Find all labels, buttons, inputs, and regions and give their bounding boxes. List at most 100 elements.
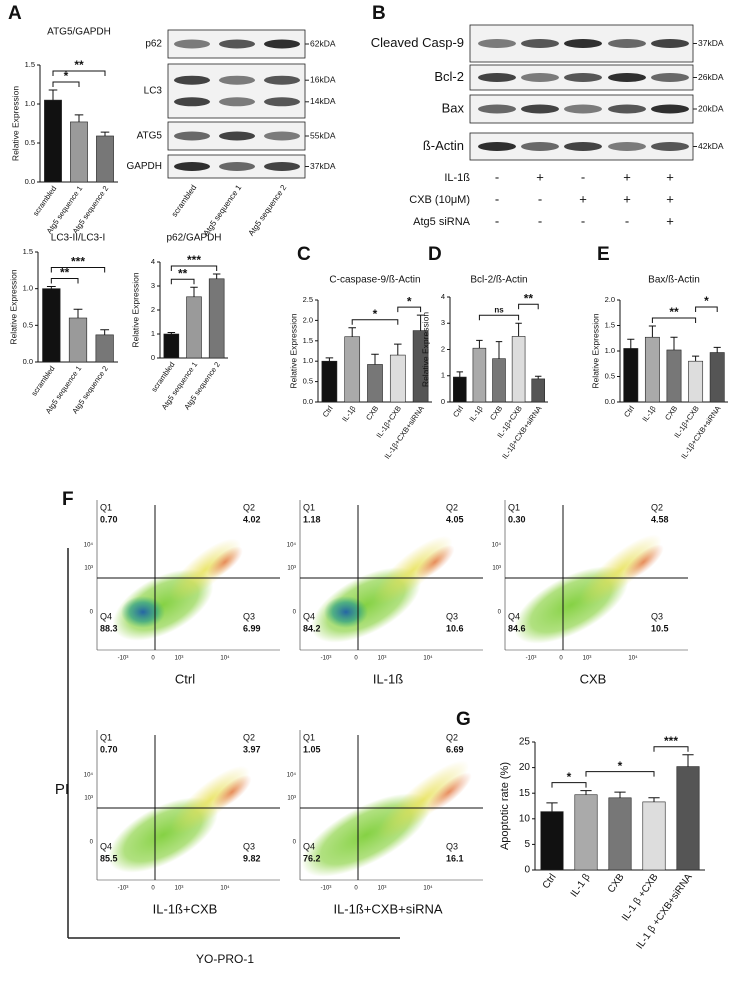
blot-band	[174, 39, 210, 49]
y-tick-label: 0.0	[605, 397, 615, 406]
marker-label: 62kDA	[310, 38, 336, 48]
flow-panel: 10⁴ 10³ 0 -10³ 0 10³ 10⁴ Q1 0.30 Q2 4.58 Q4 84.6 Q3 10…	[492, 500, 688, 686]
panel-letter: G	[456, 709, 471, 730]
quadrant-name: Q2	[651, 502, 663, 512]
significance-label: *	[704, 294, 709, 308]
flow-y-tick: 0	[498, 610, 502, 616]
significance-bracket	[518, 303, 539, 310]
blot-band	[521, 39, 559, 48]
bar	[642, 801, 666, 871]
blot-band	[608, 39, 646, 48]
quadrant-value: 85.5	[100, 853, 118, 863]
flow-x-tick: -10³	[321, 656, 332, 662]
error-bar	[46, 285, 56, 289]
quadrant-name: Q1	[303, 732, 315, 742]
bar	[608, 797, 632, 871]
flow-x-tick: 10⁴	[220, 885, 230, 892]
bar	[676, 766, 700, 871]
quadrant-value: 6.99	[243, 623, 261, 633]
quadrant-name: Q1	[100, 502, 112, 512]
y-tick-label: 1.0	[303, 356, 313, 365]
y-tick-label: 2	[441, 344, 445, 353]
quadrant-value: 4.05	[446, 514, 464, 524]
bar	[44, 99, 62, 183]
error-bar	[692, 355, 700, 362]
flow-x-tick: 10³	[175, 886, 184, 892]
treatment-label: CXB (10μM)	[409, 194, 470, 206]
x-tick-label: IL-1 β	[569, 872, 593, 900]
significance-label: ns	[494, 305, 504, 314]
x-tick-label: CXB	[606, 872, 627, 895]
marker-label: 55kDA	[310, 130, 336, 140]
error-bar	[648, 325, 656, 338]
error-bar	[670, 336, 678, 350]
lane-label: Atg5 sequence 2	[247, 183, 289, 238]
y-tick-label: 0	[524, 865, 530, 876]
flow-panel-name: Ctrl	[175, 671, 195, 686]
flow-panel: 10⁴ 10³ 0 -10³ 0 10³ 10⁴ Q1 0.70 Q2 4.02 Q4 88.3 Q3 6.…	[84, 500, 280, 686]
quadrant-name: Q1	[508, 502, 520, 512]
blot-band	[264, 162, 300, 171]
lane-label: Atg5 sequence 1	[202, 183, 244, 238]
error-bar	[167, 332, 176, 334]
error-bar	[371, 353, 379, 365]
flow-y-tick: 0	[293, 610, 297, 616]
quadrant-name: Q2	[243, 732, 255, 742]
significance-label: **	[74, 58, 84, 72]
significance-label: **	[60, 266, 70, 280]
x-tick-label: IL-1β	[640, 404, 658, 424]
y-axis-label: Relative Expression	[130, 272, 140, 347]
flow-y-tick: 10⁴	[84, 772, 94, 779]
significance-bracket	[397, 306, 422, 313]
error-bar	[580, 790, 592, 795]
marker-label: 26kDA	[698, 72, 724, 82]
treatment-sign: -	[625, 213, 629, 228]
marker-label: 37kDA	[698, 38, 724, 48]
y-tick-label: 20	[519, 762, 531, 773]
quadrant-name: Q2	[446, 502, 458, 512]
y-tick-label: 2	[151, 305, 155, 314]
significance-bracket	[585, 771, 655, 777]
bar	[666, 349, 682, 403]
blot-label: p62	[145, 39, 162, 50]
y-tick-label: 3	[151, 281, 155, 290]
cell-cloud	[426, 772, 472, 812]
blot-band	[521, 73, 559, 82]
blot-label: ß-Actin	[423, 138, 464, 153]
cell-cloud	[324, 596, 368, 628]
treatment-sign: +	[623, 169, 631, 184]
flow-y-tick: 10⁴	[492, 542, 502, 549]
blot-band	[478, 73, 516, 82]
flow-panel-name: IL-1ß	[373, 671, 403, 686]
bar	[186, 296, 202, 359]
chart-title: LC3-II/LC3-I	[51, 233, 105, 244]
y-tick-label: 1.0	[23, 284, 33, 293]
quadrant-name: Q3	[446, 841, 458, 851]
error-bar	[534, 375, 542, 379]
treatment-sign: +	[666, 191, 674, 206]
quadrant-name: Q1	[303, 502, 315, 512]
bar	[96, 135, 114, 183]
quadrant-value: 9.82	[243, 853, 261, 863]
quadrant-name: Q2	[243, 502, 255, 512]
cell-cloud	[377, 760, 469, 840]
bar	[709, 352, 725, 403]
bar	[68, 317, 88, 363]
cell-cloud	[415, 544, 455, 580]
quadrant-name: Q2	[446, 732, 458, 742]
blot-band	[564, 73, 602, 82]
quadrant-value: 4.58	[651, 514, 669, 524]
y-tick-label: 1.5	[25, 60, 35, 69]
significance-bracket	[50, 277, 79, 284]
bar	[511, 336, 526, 403]
y-tick-label: 2.0	[303, 315, 313, 324]
y-tick-label: 0.5	[303, 377, 313, 386]
treatment-sign: -	[538, 191, 542, 206]
significance-label: *	[64, 69, 69, 83]
flow-x-tick: 10⁴	[423, 655, 433, 662]
quadrant-name: Q3	[243, 611, 255, 621]
flow-y-tick: 10³	[84, 566, 93, 572]
treatment-sign: +	[579, 191, 587, 206]
flow-panel: 10⁴ 10³ 0 -10³ 0 10³ 10⁴ Q1 1.05 Q2 6.69 Q4 76.2 Q3 16…	[287, 730, 483, 916]
significance-label: *	[407, 294, 412, 308]
